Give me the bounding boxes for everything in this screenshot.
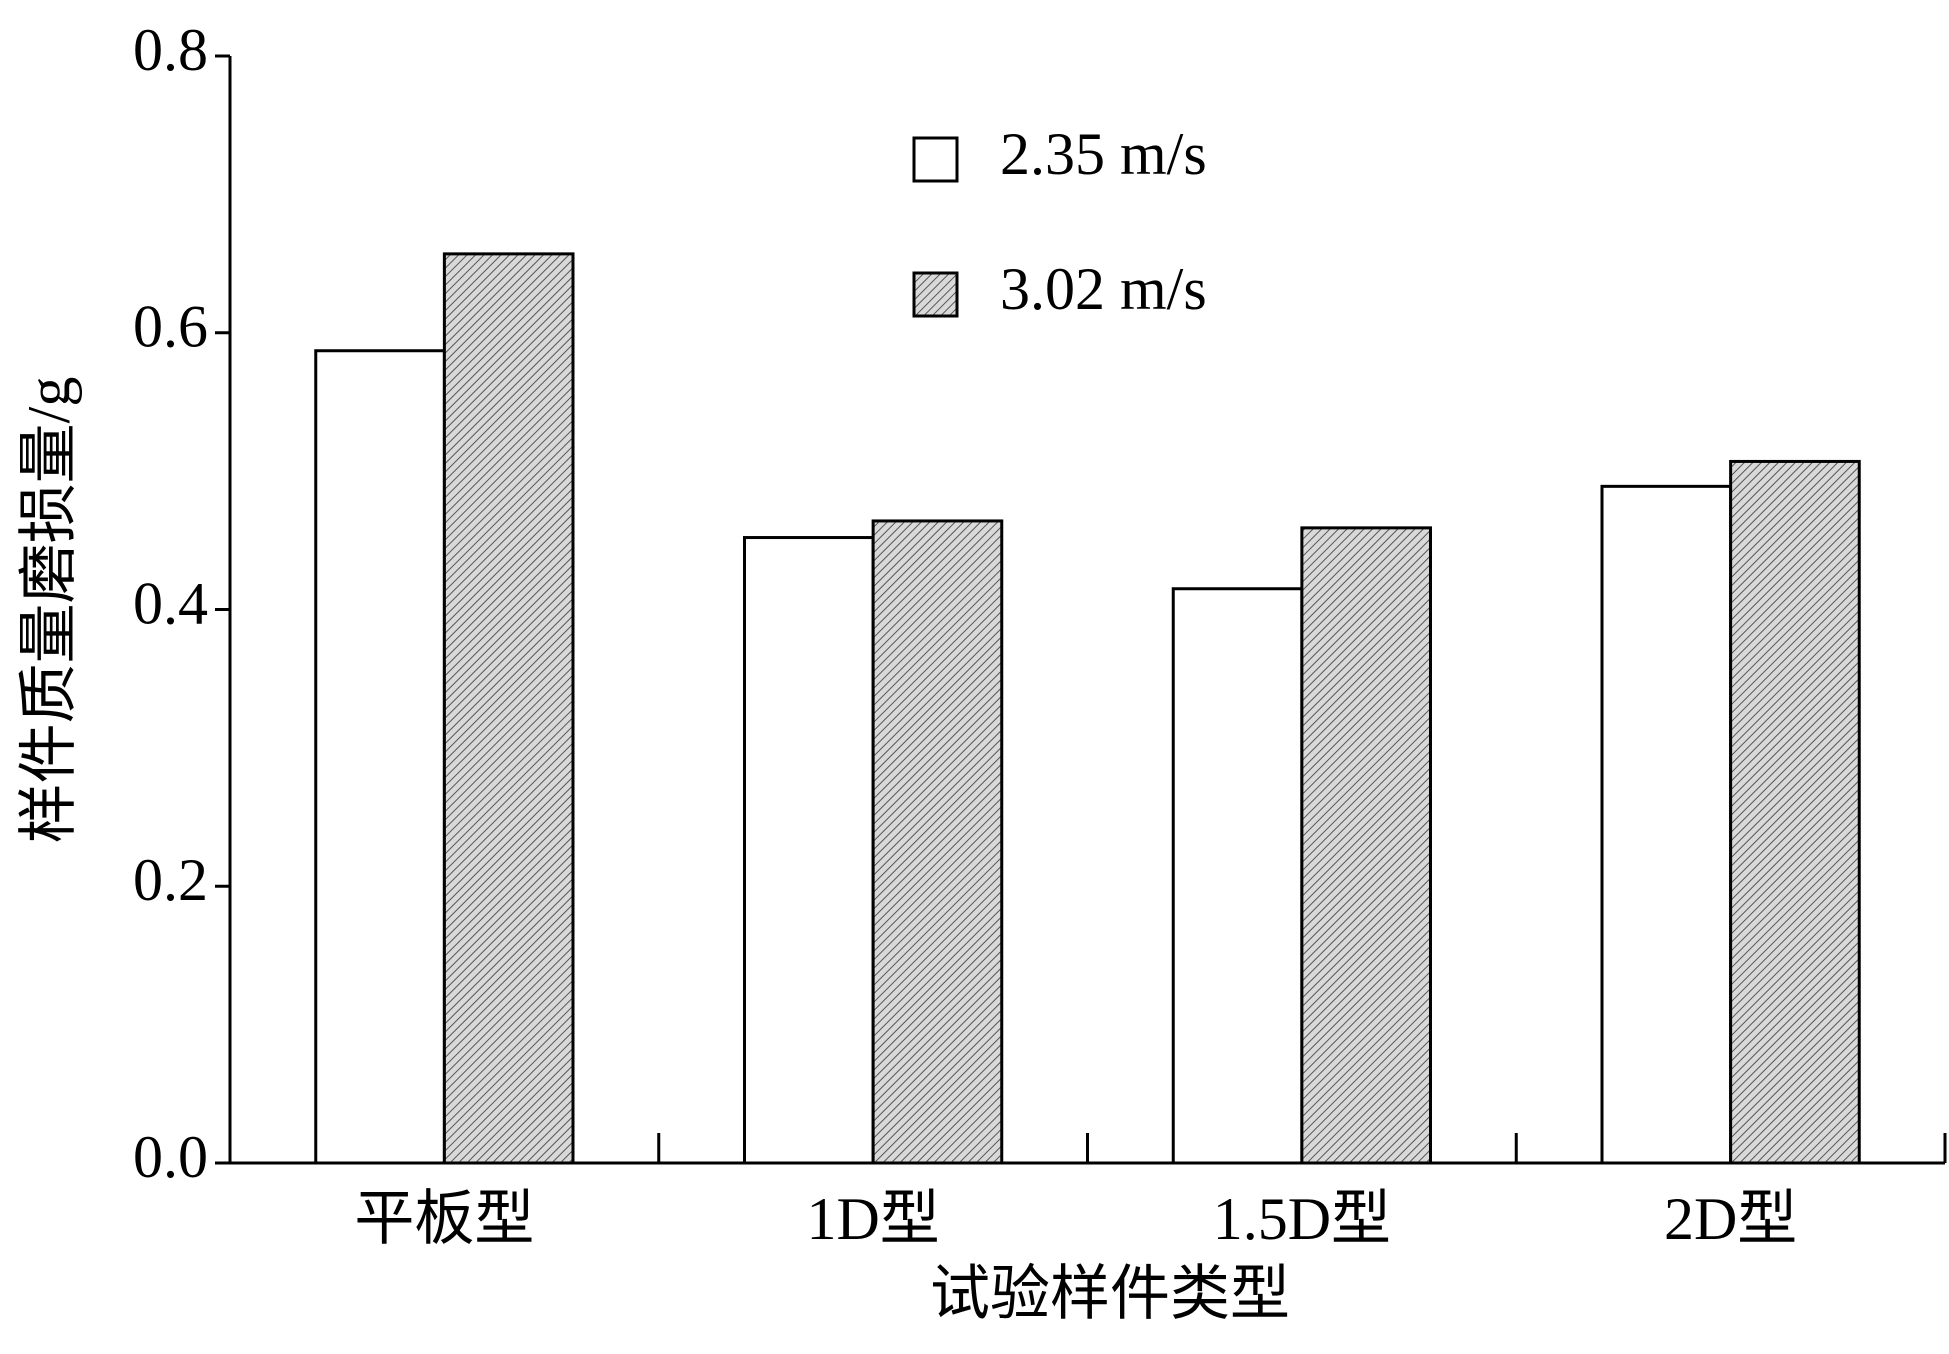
x-tick-label: 1D型 bbox=[806, 1186, 939, 1252]
y-tick-label: 0.8 bbox=[133, 17, 208, 83]
x-tick-label: 1.5D型 bbox=[1213, 1186, 1391, 1252]
bar bbox=[314, 349, 446, 1165]
y-tick-label: 0.4 bbox=[133, 570, 208, 636]
legend-swatch bbox=[912, 271, 959, 318]
bar bbox=[871, 519, 1004, 1165]
bar bbox=[1171, 587, 1304, 1165]
y-axis-label: 样件质量磨损量/g bbox=[16, 377, 82, 844]
x-tick-label: 平板型 bbox=[354, 1186, 534, 1252]
legend-label: 2.35 m/s bbox=[1000, 121, 1207, 187]
y-tick-label: 0.0 bbox=[133, 1124, 208, 1190]
bar bbox=[743, 536, 875, 1165]
bar bbox=[1600, 484, 1733, 1165]
x-tick-label: 2D型 bbox=[1664, 1186, 1797, 1252]
y-tick-label: 0.6 bbox=[133, 294, 208, 360]
x-axis-label: 试验样件类型 bbox=[930, 1261, 1290, 1327]
legend-swatch bbox=[912, 136, 959, 183]
y-tick-label: 0.2 bbox=[133, 847, 208, 913]
legend-label: 3.02 m/s bbox=[1000, 256, 1207, 322]
bar bbox=[1729, 459, 1861, 1165]
bar bbox=[442, 252, 575, 1165]
bar bbox=[1300, 526, 1432, 1165]
